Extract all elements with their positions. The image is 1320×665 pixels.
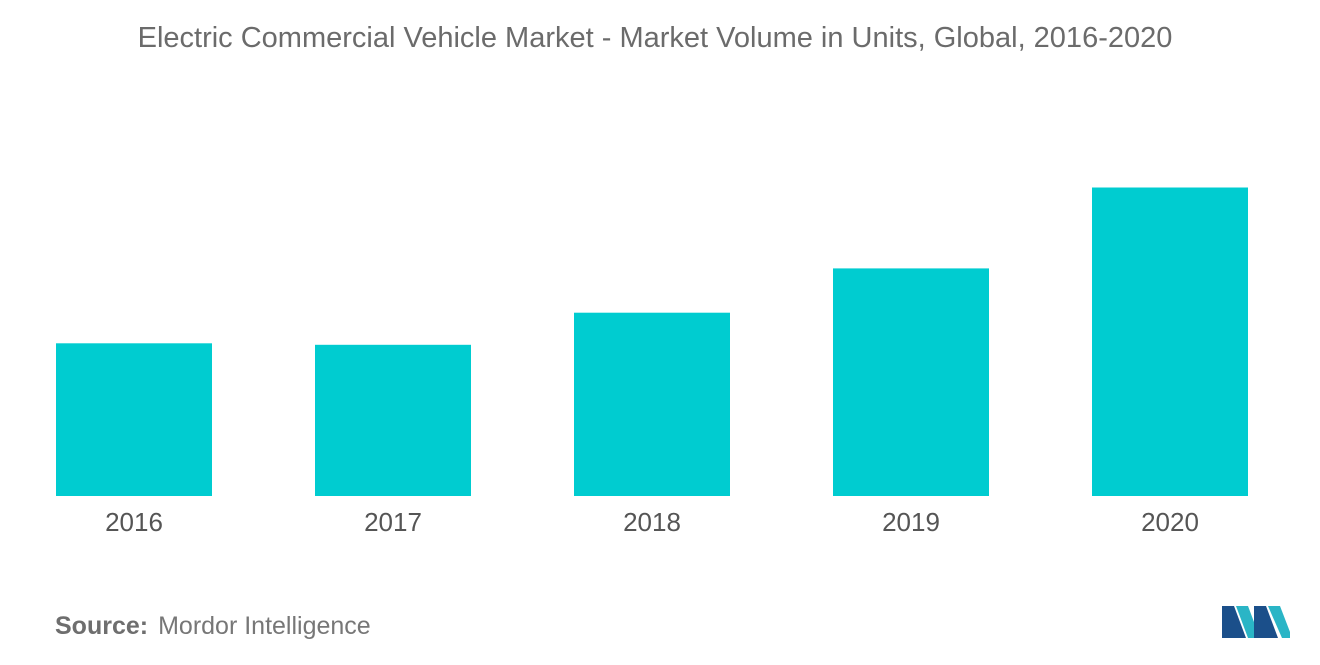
source-note: Source: Mordor Intelligence xyxy=(55,612,371,641)
mordor-intelligence-logo-icon xyxy=(1222,606,1290,638)
x-tick-label-2020: 2020 xyxy=(1141,507,1199,537)
source-label: Source: xyxy=(55,612,149,640)
x-tick-label-2018: 2018 xyxy=(623,507,681,537)
bar-2018 xyxy=(574,312,730,496)
bar-2017 xyxy=(315,344,471,496)
bar-2020 xyxy=(1092,187,1248,496)
source-value: Mordor Intelligence xyxy=(158,612,371,640)
x-tick-label-2019: 2019 xyxy=(882,507,940,537)
x-tick-label-2017: 2017 xyxy=(364,507,422,537)
bar-2016 xyxy=(56,343,212,496)
bars-group xyxy=(56,187,1248,496)
x-tick-label-2016: 2016 xyxy=(105,507,163,537)
x-tick-labels: 2016 2017 2018 2019 2020 xyxy=(105,507,1199,537)
bar-2019 xyxy=(833,268,989,496)
chart-title: Electric Commercial Vehicle Market - Mar… xyxy=(137,22,1173,54)
